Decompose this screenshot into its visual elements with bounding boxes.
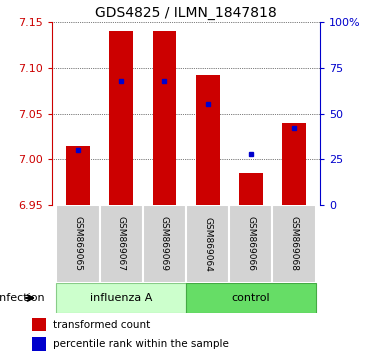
Text: control: control [232,293,270,303]
Bar [272,205,316,283]
Bar [186,205,229,283]
Bar [56,205,99,283]
Bar [66,145,90,205]
Bar [32,318,46,331]
Text: infection: infection [0,293,45,303]
Text: GSM869064: GSM869064 [203,217,212,272]
Text: GSM869067: GSM869067 [116,217,126,272]
Bar [186,283,316,313]
Bar [99,205,143,283]
Bar [196,75,220,205]
Title: GDS4825 / ILMN_1847818: GDS4825 / ILMN_1847818 [95,6,277,19]
Bar [32,337,46,351]
Bar [143,205,186,283]
Text: GSM869068: GSM869068 [289,217,299,272]
Text: GSM869069: GSM869069 [160,217,169,272]
Bar [56,283,186,313]
Text: percentile rank within the sample: percentile rank within the sample [53,339,229,349]
Bar [239,173,263,205]
Bar [152,31,176,205]
Text: GSM869066: GSM869066 [246,217,255,272]
Bar [229,205,272,283]
Text: GSM869065: GSM869065 [73,217,82,272]
Text: influenza A: influenza A [90,293,152,303]
Text: transformed count: transformed count [53,320,150,330]
Bar [109,31,133,205]
Bar [282,122,306,205]
